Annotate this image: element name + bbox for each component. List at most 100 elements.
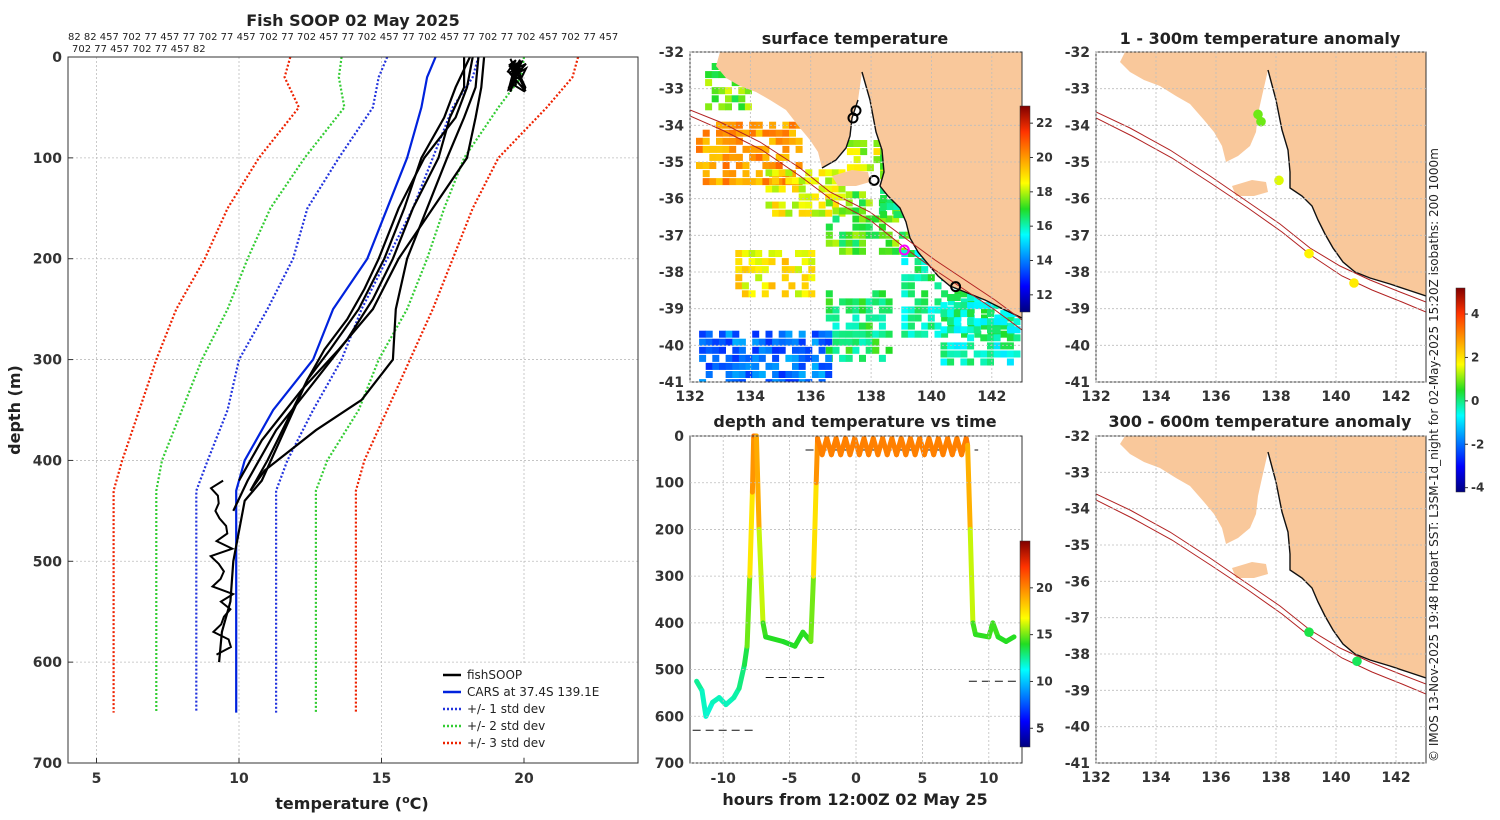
- sst-cell: [927, 322, 935, 330]
- profile-series-6: [112, 57, 301, 713]
- sst-cell: [853, 148, 861, 156]
- anom1-point: [1253, 109, 1263, 120]
- sst-cell: [711, 87, 719, 95]
- sst-cell: [872, 346, 880, 354]
- sst-cell: [845, 346, 853, 354]
- sst-cell: [865, 231, 873, 239]
- sst-cell: [892, 215, 900, 223]
- time-trace-segment: [736, 662, 747, 691]
- sst-cell: [782, 129, 790, 137]
- sst-cell: [738, 379, 746, 382]
- time-trace-segment: [747, 489, 755, 579]
- sst-cell: [785, 338, 793, 346]
- sst-cell: [742, 178, 750, 186]
- sst-cell: [927, 306, 935, 314]
- sst-cell: [993, 326, 1001, 334]
- sst-cell: [885, 330, 893, 338]
- sst-cell: [1013, 326, 1021, 334]
- sst-cell: [755, 266, 763, 274]
- anom1-ticks-xtick-label: 134: [1141, 389, 1170, 405]
- sst-cell: [781, 266, 789, 274]
- sst-colorbar-label: 20: [1036, 151, 1053, 165]
- sst-cell: [980, 350, 988, 358]
- sst-cell: [719, 338, 726, 346]
- sst-cell: [1013, 318, 1021, 326]
- sst-cell: [762, 153, 770, 161]
- sst-cell: [761, 282, 769, 290]
- sst-cell: [798, 201, 806, 209]
- sst-cell: [859, 207, 866, 215]
- sst-cell: [973, 350, 981, 358]
- sst-cell: [752, 338, 760, 346]
- sst-cell: [1006, 342, 1014, 350]
- sst-cell: [789, 137, 796, 145]
- anom2-point: [1304, 627, 1314, 637]
- sst-cell: [731, 95, 739, 103]
- anom2-points: [1304, 627, 1362, 667]
- sst-cell: [738, 95, 746, 103]
- sst-cell: [792, 338, 799, 346]
- sst-cell: [865, 215, 873, 223]
- sst-cell: [735, 153, 743, 161]
- sst-colorbar-label: 12: [1036, 288, 1053, 302]
- sst-ticks-ytick-label: -37: [659, 228, 684, 244]
- sst-cell: [741, 250, 749, 257]
- anom1-ticks-ytick-label: -33: [1065, 82, 1090, 98]
- sst-cell: [873, 148, 881, 156]
- sst-cell: [852, 215, 860, 223]
- sst-cell: [795, 250, 802, 257]
- sst-cell: [901, 330, 909, 338]
- anom2-panel: 300 - 600m temperature anomaly 132 134 136…: [1065, 287, 1484, 786]
- sst-cell: [818, 185, 826, 193]
- sst-cell: [846, 148, 854, 156]
- sst-cell: [960, 358, 968, 366]
- profile-series-3: [314, 57, 526, 713]
- time-ytick-label: 500: [655, 663, 684, 679]
- sst-cell: [987, 330, 995, 338]
- profile-xtick-label: 10: [229, 771, 249, 787]
- legend-3std: +/- 3 std dev: [467, 736, 545, 750]
- sst-cell: [758, 371, 766, 378]
- sst-cell: [725, 371, 733, 378]
- sst-cell: [811, 209, 819, 217]
- sst-cell: [987, 358, 994, 366]
- sst-cell: [745, 354, 753, 362]
- sst-cell: [947, 342, 955, 350]
- sst-cell: [725, 362, 733, 370]
- sst-cell: [725, 330, 733, 338]
- sst-cell: [702, 178, 710, 186]
- sst-cell: [859, 354, 866, 362]
- sst-cell: [901, 314, 909, 322]
- sst-ticks-xtick-label: 142: [977, 389, 1006, 405]
- sst-cell: [769, 137, 777, 145]
- sst-cell: [845, 338, 853, 346]
- sst-cell: [752, 330, 760, 338]
- sst-cell: [838, 169, 846, 177]
- sst-cell: [860, 148, 868, 156]
- anom2-ticks-ytick-label: -41: [1065, 756, 1090, 772]
- sst-cell: [716, 137, 723, 145]
- sst-cell: [859, 239, 866, 247]
- time-xlabel: hours from 12:00Z 02 May 25: [722, 790, 987, 809]
- sst-cell: [749, 178, 757, 186]
- sst-cell: [967, 298, 975, 306]
- sst-cell: [785, 169, 793, 177]
- sst-cell: [785, 379, 793, 382]
- credit-text: © IMOS 13-Nov-2025 19:48 Hobart SST: L3S…: [1427, 148, 1441, 762]
- sst-cell: [865, 306, 873, 314]
- sst-cell: [761, 266, 769, 274]
- sst-cell: [852, 247, 860, 255]
- profile-grid: [68, 56, 638, 764]
- sst-cell: [742, 170, 750, 178]
- sst-cell: [805, 177, 813, 185]
- time-xtick-label: -10: [711, 771, 737, 787]
- sst-cell: [921, 266, 929, 274]
- legend-1std: +/- 1 std dev: [467, 702, 545, 716]
- sst-cell: [901, 290, 909, 298]
- sst-cell: [967, 326, 975, 334]
- sst-cell: [885, 298, 893, 306]
- sst-cell: [853, 140, 861, 147]
- sst-cell: [967, 314, 975, 322]
- sst-cell: [845, 330, 853, 338]
- sst-cell: [981, 306, 988, 314]
